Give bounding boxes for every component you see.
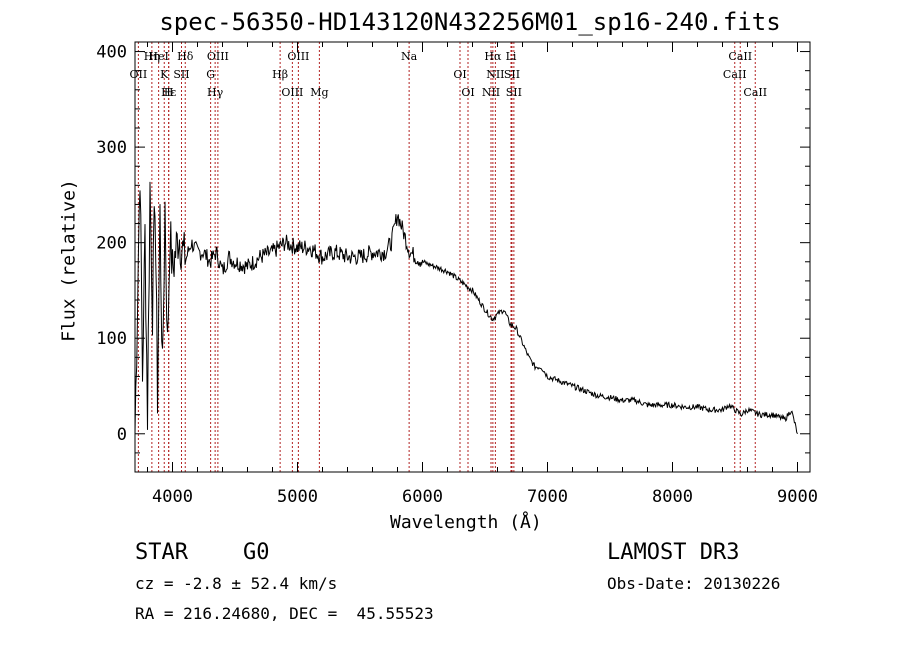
y-tick-label-2: 200 <box>96 234 127 254</box>
survey-name: LAMOST DR3 <box>607 540 740 565</box>
observation-date: Obs-Date: 20130226 <box>607 574 781 593</box>
redshift-cz: cz = -2.8 ± 52.4 km/s <box>135 574 338 593</box>
spectrum-line <box>134 181 798 435</box>
marker-label-26: CaII <box>743 86 767 99</box>
marker-label-17: OI <box>461 86 474 99</box>
ra-dec: RA = 216.24680, DEC = 45.55523 <box>135 604 434 623</box>
x-tick-label-1: 5000 <box>277 487 318 507</box>
marker-label-10: G <box>206 68 215 81</box>
x-tick-label-5: 9000 <box>777 487 818 507</box>
marker-label-1: OII <box>130 68 148 81</box>
marker-label-5: H <box>164 86 174 99</box>
x-tick-label-4: 8000 <box>652 487 693 507</box>
object-subclass: G0 <box>243 540 270 565</box>
marker-label-16: OI <box>453 68 466 81</box>
y-tick-label-4: 400 <box>96 43 127 63</box>
marker-label-4: K <box>160 68 169 81</box>
marker-label-25: CaII <box>723 68 747 81</box>
marker-label-18: Hα <box>484 50 502 63</box>
y-axis-label: Flux (relative) <box>58 179 80 342</box>
marker-label-11: OIII <box>281 86 303 99</box>
object-class: STAR <box>135 540 188 565</box>
marker-label-21: Li <box>506 50 517 63</box>
x-tick-label-0: 4000 <box>152 487 193 507</box>
marker-label-12: OIII <box>287 50 309 63</box>
marker-label-9: Hη <box>144 50 160 63</box>
marker-label-19: SII <box>504 68 520 81</box>
marker-label-8: Hγ <box>207 86 224 99</box>
chart-title: spec-56350-HD143120N432256M01_sp16-240.f… <box>159 8 781 36</box>
marker-label-23: SII <box>506 86 522 99</box>
marker-label-0: Hδ <box>177 50 194 63</box>
y-tick-label-3: 300 <box>96 138 127 158</box>
marker-label-14: Mg <box>310 86 328 99</box>
y-tick-label-0: 0 <box>117 425 127 445</box>
x-axis-label: Wavelength (Å) <box>390 512 542 533</box>
marker-label-24: CaII <box>728 50 752 63</box>
x-tick-label-2: 6000 <box>402 487 443 507</box>
marker-label-6: HeI <box>148 50 168 63</box>
marker-label-3: OIII <box>207 50 229 63</box>
marker-label-2: Hε <box>161 86 177 99</box>
marker-label-13: Hβ <box>272 68 288 81</box>
y-tick-label-1: 100 <box>96 329 127 349</box>
marker-label-22: NII <box>486 68 504 81</box>
x-tick-label-3: 7000 <box>527 487 568 507</box>
marker-label-7: SII <box>173 68 189 81</box>
marker-label-15: Na <box>401 50 418 63</box>
marker-label-20: NII <box>482 86 500 99</box>
plot-frame <box>134 41 811 473</box>
